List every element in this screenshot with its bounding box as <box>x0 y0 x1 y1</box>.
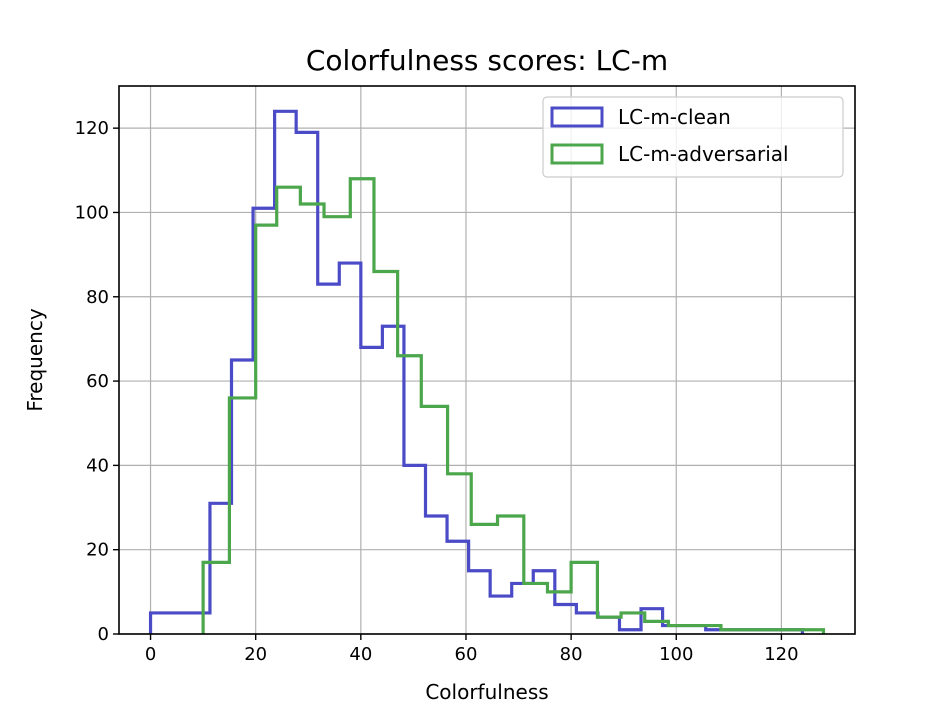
histogram-bin <box>398 356 422 634</box>
histogram-bin <box>374 271 398 634</box>
histogram-bin <box>350 179 374 634</box>
legend-swatch-adversarial <box>550 143 604 165</box>
histogram-bin <box>324 217 350 634</box>
histogram-bin <box>300 204 324 634</box>
legend-label-clean: LC-m-clean <box>618 105 731 129</box>
legend-swatch-clean <box>550 106 604 128</box>
histogram-bin <box>597 617 621 634</box>
histogram-bin <box>695 626 721 634</box>
chart-title: Colorfulness scores: LC-m <box>306 44 668 77</box>
histogram-bin <box>151 613 210 634</box>
y-tick-label: 80 <box>86 287 109 308</box>
x-tick-label: 20 <box>244 644 267 665</box>
x-tick-label: 100 <box>659 644 693 665</box>
y-tick-label: 20 <box>86 540 109 561</box>
series-adversarial <box>201 177 826 634</box>
histogram-bin <box>547 592 571 634</box>
x-tick-label: 60 <box>455 644 478 665</box>
legend: LC-m-clean LC-m-adversarial <box>542 96 844 178</box>
histogram-bin <box>668 626 694 634</box>
histogram-bin <box>571 562 597 634</box>
y-tick-label: 100 <box>75 202 109 223</box>
histogram-step-line <box>148 109 805 634</box>
x-tick-label: 80 <box>560 644 583 665</box>
histogram-bin <box>645 621 669 634</box>
axis-ticks: 0 20 40 60 80 100 120 0 20 40 60 80 100 120 <box>75 118 799 665</box>
y-tick-label: 60 <box>86 371 109 392</box>
histogram-bin <box>277 187 301 634</box>
histogram-bin <box>448 474 472 634</box>
histogram-bin <box>621 613 645 634</box>
x-tick-label: 40 <box>349 644 372 665</box>
legend-box <box>542 96 844 178</box>
histogram-bin <box>471 524 497 634</box>
series-clean <box>148 109 805 634</box>
histogram-series <box>148 109 826 634</box>
y-tick-label: 0 <box>98 624 109 645</box>
y-tick-label: 40 <box>86 455 109 476</box>
histogram-bin <box>498 516 524 634</box>
x-axis-label: Colorfulness <box>425 680 548 704</box>
histogram-step-line <box>201 177 826 634</box>
histogram-bin <box>229 398 255 634</box>
y-tick-label: 120 <box>75 118 109 139</box>
y-axis-label: Frequency <box>23 308 47 411</box>
histogram-bin <box>524 583 548 634</box>
legend-label-adversarial: LC-m-adversarial <box>618 142 789 166</box>
histogram-bin <box>256 225 277 634</box>
histogram-bin <box>203 562 229 634</box>
x-tick-label: 0 <box>145 644 156 665</box>
x-tick-label: 120 <box>764 644 798 665</box>
histogram-bin <box>421 406 447 634</box>
plot-frame <box>118 85 856 635</box>
